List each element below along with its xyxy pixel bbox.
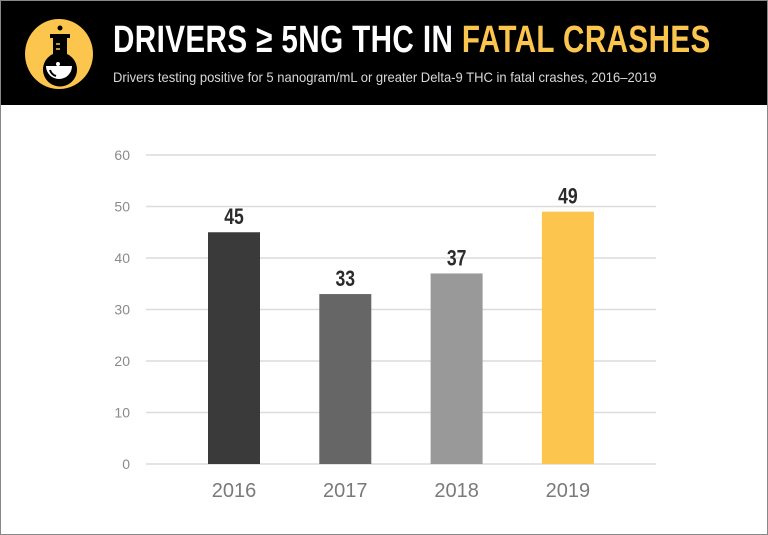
flask-icon (25, 19, 93, 89)
bars (208, 211, 594, 464)
y-tick-label: 10 (114, 405, 130, 421)
x-tick-label: 2019 (546, 480, 591, 502)
title-highlight: FATAL CRASHES (461, 19, 711, 61)
y-tick-label: 50 (114, 199, 130, 215)
y-tick-label: 60 (114, 147, 130, 163)
y-axis-ticks: 0 10 20 30 40 50 60 (114, 147, 130, 472)
data-label: 45 (224, 205, 244, 229)
x-tick-label: 2018 (434, 480, 479, 502)
y-tick-label: 0 (122, 456, 130, 472)
data-label: 37 (447, 247, 467, 271)
bar-2019 (541, 211, 594, 464)
x-tick-label: 2016 (212, 480, 257, 502)
data-label: 49 (558, 185, 578, 209)
y-tick-label: 20 (114, 353, 130, 369)
y-tick-label: 40 (114, 250, 130, 266)
bar-2016 (208, 232, 260, 464)
page-subtitle: Drivers testing positive for 5 nanogram/… (113, 69, 657, 85)
bar-2018 (430, 273, 483, 464)
y-tick-label: 30 (114, 302, 130, 318)
x-axis-labels: 2016 2017 2018 2019 (212, 480, 590, 502)
bar-2017 (319, 294, 372, 464)
x-tick-label: 2017 (323, 480, 368, 502)
data-labels: 45 33 37 49 (224, 185, 577, 292)
page-title: DRIVERS ≥ 5NG THC IN FATAL CRASHES (113, 19, 711, 62)
data-label: 33 (336, 267, 356, 291)
header-banner: DRIVERS ≥ 5NG THC IN FATAL CRASHES Drive… (1, 1, 767, 105)
title-main: DRIVERS ≥ 5NG THC IN (113, 19, 462, 61)
